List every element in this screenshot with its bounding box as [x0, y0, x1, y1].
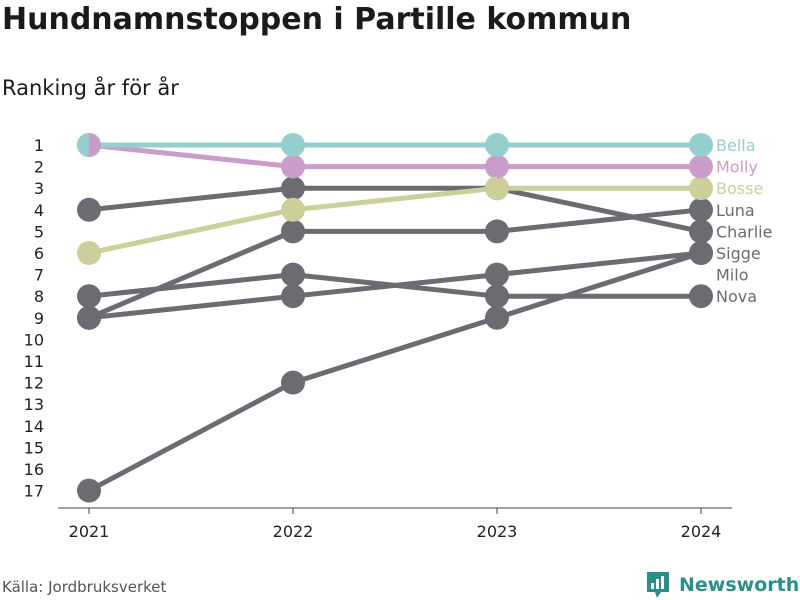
newsworthy-logo-icon — [647, 572, 669, 598]
end-label-nova: Nova — [716, 287, 757, 306]
end-label-luna: Luna — [716, 201, 755, 220]
data-point-charlie — [689, 219, 713, 244]
data-point-bella — [281, 133, 305, 157]
series-line-sigge — [88, 250, 702, 321]
end-label-sigge: Sigge — [716, 244, 761, 263]
series-line-molly — [88, 142, 701, 170]
y-tick-label: 9 — [34, 309, 44, 328]
y-tick-label: 6 — [34, 244, 44, 263]
end-label-charlie: Charlie — [716, 222, 772, 241]
y-tick-label: 7 — [34, 266, 44, 285]
y-tick-label: 10 — [24, 330, 44, 349]
data-point-bella — [485, 133, 509, 157]
brand-logo[interactable]: Newsworthy — [645, 570, 800, 600]
series-line-bosse — [88, 185, 701, 256]
data-point-nova — [281, 370, 305, 395]
y-tick-label: 13 — [24, 395, 44, 414]
chart-title: Hundnamnstoppen i Partille kommun — [2, 2, 632, 37]
data-point-bosse — [281, 197, 305, 222]
end-label-milo: Milo — [716, 266, 748, 285]
data-point-sigge — [485, 262, 509, 287]
data-point-nova — [485, 305, 509, 330]
data-point-milo — [281, 262, 305, 287]
data-point-sigge — [281, 284, 305, 309]
y-tick-label: 15 — [24, 438, 44, 457]
data-point-milo — [689, 284, 713, 309]
data-point-luna — [281, 219, 305, 244]
data-point-charlie — [77, 197, 101, 222]
y-tick-label: 14 — [24, 417, 44, 436]
data-point-bella — [689, 133, 713, 157]
x-tick-label: 2022 — [273, 522, 314, 541]
data-point-milo — [77, 284, 101, 309]
data-point-molly — [689, 154, 713, 179]
series-points — [77, 133, 713, 503]
end-label-molly: Molly — [716, 158, 758, 177]
axes: 2021 2022 2023 2024123456789101112131415161… — [24, 136, 732, 541]
data-point-luna — [77, 305, 101, 330]
data-point-molly-overlap — [89, 133, 101, 157]
series-line-charlie — [88, 185, 702, 234]
data-point-bosse — [77, 241, 101, 265]
y-tick-label: 1 — [34, 136, 44, 155]
x-tick-label: 2021 — [69, 522, 110, 541]
y-tick-label: 3 — [34, 179, 44, 198]
y-tick-label: 4 — [34, 201, 44, 220]
y-tick-label: 16 — [24, 460, 44, 479]
end-label-bosse: Bosse — [716, 179, 763, 198]
series-lines — [87, 142, 702, 493]
y-tick-label: 12 — [24, 374, 44, 393]
brand-name: Newsworthy — [679, 574, 800, 596]
series-line-luna — [88, 207, 702, 321]
data-point-bosse — [689, 176, 713, 201]
y-tick-label: 2 — [34, 158, 44, 177]
data-point-nova — [77, 478, 101, 503]
data-point-charlie — [281, 176, 305, 201]
data-point-luna — [689, 197, 713, 222]
x-tick-label: 2024 — [681, 522, 722, 541]
source-note: Källa: Jordbruksverket — [2, 578, 167, 596]
y-tick-label: 5 — [34, 222, 44, 241]
data-point-milo — [485, 284, 509, 309]
chart-subtitle: Ranking år för år — [2, 76, 179, 100]
x-tick-label: 2023 — [477, 522, 518, 541]
data-point-bosse-overlap — [485, 176, 497, 201]
data-point-molly — [485, 154, 509, 179]
series-end-labels: Bella Molly Bosse Luna Charlie Sigge Milo Nova — [716, 136, 772, 306]
y-tick-label: 17 — [24, 482, 44, 501]
y-tick-label: 8 — [34, 287, 44, 306]
series-line-nova — [87, 250, 702, 493]
data-point-sigge — [689, 241, 713, 265]
end-label-bella: Bella — [716, 136, 756, 155]
data-point-luna — [485, 219, 509, 244]
y-tick-label: 11 — [24, 352, 44, 371]
data-point-molly — [281, 154, 305, 179]
